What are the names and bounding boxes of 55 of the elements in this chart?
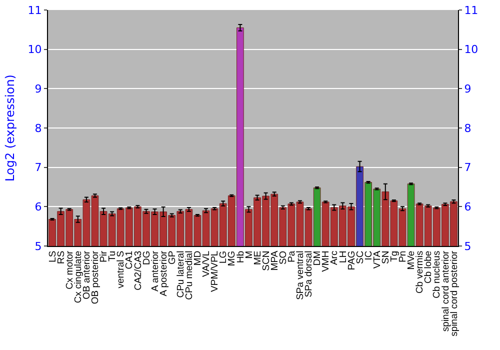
x-tick-label: A anterior xyxy=(150,250,161,292)
y2-tick-label: 10 xyxy=(464,43,478,56)
x-tick-label: PAG xyxy=(346,250,358,270)
x-tick-label: GP xyxy=(166,250,178,265)
x-tick-label: A posterior xyxy=(158,250,170,296)
y2-tick-label: 5 xyxy=(464,240,472,253)
y-tick-label: 5 xyxy=(34,240,42,253)
x-tick-label: CPu medial xyxy=(184,250,196,300)
x-tick-label: Arc xyxy=(329,250,340,266)
y2-tick-label: 8 xyxy=(464,122,472,135)
x-tick-label: Cx motor xyxy=(64,250,76,290)
y-tick-label: 10 xyxy=(28,43,42,56)
y-tick-label: 9 xyxy=(34,82,42,96)
x-tick-label: Pir xyxy=(98,250,110,262)
y2-tick-label: 9 xyxy=(464,82,472,96)
x-tick-label: OB posterior xyxy=(90,250,102,304)
x-tick-label: spinal cord posterior xyxy=(448,250,460,336)
y-tick-label: 6 xyxy=(34,200,42,214)
x-tick-label: CPu lateral xyxy=(175,250,186,298)
y2-tick-label: 7 xyxy=(464,161,472,174)
y-tick-label: 11 xyxy=(28,4,42,17)
x-tick-label: OB anterior xyxy=(82,250,93,300)
x-tick-label: DG xyxy=(141,250,152,266)
x-tick-label: VMH xyxy=(320,250,332,272)
x-tick-label: VTA xyxy=(372,250,383,269)
x-tick-label: ME xyxy=(252,250,264,266)
y2-tick-label: 6 xyxy=(464,200,472,214)
y-tick-label: 8 xyxy=(34,122,42,135)
x-tick-label: SC xyxy=(354,250,366,264)
x-tick-label: LH xyxy=(338,250,349,263)
x-tick-label: SO xyxy=(278,250,289,265)
x-tick-label: MG xyxy=(226,250,238,266)
x-tick-label: Pn xyxy=(398,250,409,262)
x-tick-label: IC xyxy=(363,250,374,260)
x-tick-label: SN xyxy=(380,250,392,264)
x-tick-label: Pa xyxy=(286,250,298,262)
x-tick-label: MVe xyxy=(406,250,418,270)
x-tick-label: spinal cord anterior xyxy=(440,250,452,332)
x-tick-label: Cb nucleus xyxy=(432,250,443,298)
x-tick-label: Hb xyxy=(235,250,246,263)
x-tick-label: SPa dorsal xyxy=(304,250,315,298)
x-tick-label: Cx cingulate xyxy=(72,250,84,304)
x-tick-label: Tg xyxy=(389,250,400,262)
x-tick-label: RS xyxy=(56,250,67,264)
y-axis-title: Log2 (expression) xyxy=(3,74,17,182)
x-tick-label: LS xyxy=(47,250,58,262)
x-tick-label: CA1 xyxy=(124,250,136,270)
x-tick-label: Cb lobe xyxy=(423,250,434,284)
x-tick-label: MPA xyxy=(269,250,280,271)
x-tick-label: M xyxy=(244,250,255,259)
x-tick-label: CA2/CA3 xyxy=(132,250,144,290)
x-tick-label: SCN xyxy=(260,250,272,271)
y2-tick-label: 11 xyxy=(464,4,478,17)
x-tick-label: DM xyxy=(312,250,324,266)
y-tick-label: 7 xyxy=(34,161,42,174)
